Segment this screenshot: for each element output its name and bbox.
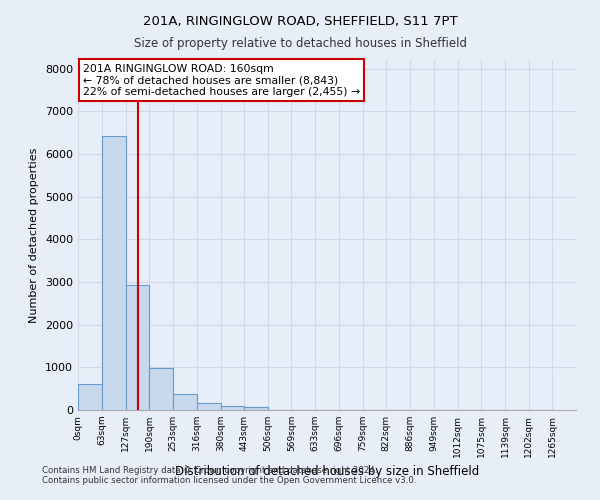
- Text: 201A RINGINGLOW ROAD: 160sqm
← 78% of detached houses are smaller (8,843)
22% of: 201A RINGINGLOW ROAD: 160sqm ← 78% of de…: [83, 64, 360, 96]
- Bar: [173, 394, 197, 410]
- Bar: [125, 286, 149, 410]
- Bar: [244, 408, 268, 410]
- Text: Contains HM Land Registry data © Crown copyright and database right 2024.
Contai: Contains HM Land Registry data © Crown c…: [42, 466, 416, 485]
- Bar: [149, 368, 173, 410]
- Text: 201A, RINGINGLOW ROAD, SHEFFIELD, S11 7PT: 201A, RINGINGLOW ROAD, SHEFFIELD, S11 7P…: [143, 15, 457, 28]
- Bar: [101, 136, 125, 410]
- X-axis label: Distribution of detached houses by size in Sheffield: Distribution of detached houses by size …: [175, 466, 479, 478]
- Text: Size of property relative to detached houses in Sheffield: Size of property relative to detached ho…: [133, 38, 467, 51]
- Bar: [78, 384, 101, 410]
- Bar: [221, 406, 244, 410]
- Bar: [197, 402, 221, 410]
- Y-axis label: Number of detached properties: Number of detached properties: [29, 148, 40, 322]
